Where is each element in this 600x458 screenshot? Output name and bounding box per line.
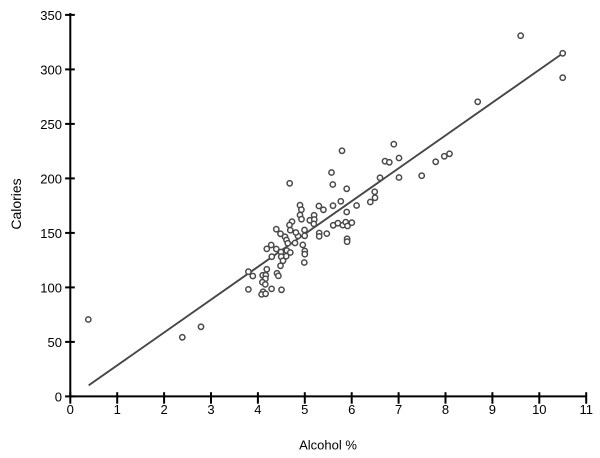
svg-text:2: 2 bbox=[160, 402, 167, 417]
svg-text:8: 8 bbox=[442, 402, 449, 417]
svg-text:11: 11 bbox=[579, 402, 593, 417]
svg-text:0: 0 bbox=[67, 402, 74, 417]
svg-text:9: 9 bbox=[489, 402, 496, 417]
svg-text:350: 350 bbox=[40, 8, 62, 23]
svg-text:4: 4 bbox=[254, 402, 261, 417]
svg-text:150: 150 bbox=[40, 226, 62, 241]
svg-text:7: 7 bbox=[395, 402, 402, 417]
svg-text:Alcohol %: Alcohol % bbox=[299, 437, 357, 452]
svg-text:100: 100 bbox=[40, 280, 62, 295]
svg-text:200: 200 bbox=[40, 171, 62, 186]
svg-text:250: 250 bbox=[40, 117, 62, 132]
svg-text:6: 6 bbox=[348, 402, 355, 417]
svg-text:50: 50 bbox=[48, 335, 62, 350]
svg-text:10: 10 bbox=[532, 402, 546, 417]
svg-text:3: 3 bbox=[207, 402, 214, 417]
svg-text:1: 1 bbox=[114, 402, 121, 417]
svg-text:0: 0 bbox=[55, 389, 62, 404]
svg-text:300: 300 bbox=[40, 62, 62, 77]
svg-text:Calories: Calories bbox=[8, 178, 24, 229]
svg-text:5: 5 bbox=[301, 402, 308, 417]
